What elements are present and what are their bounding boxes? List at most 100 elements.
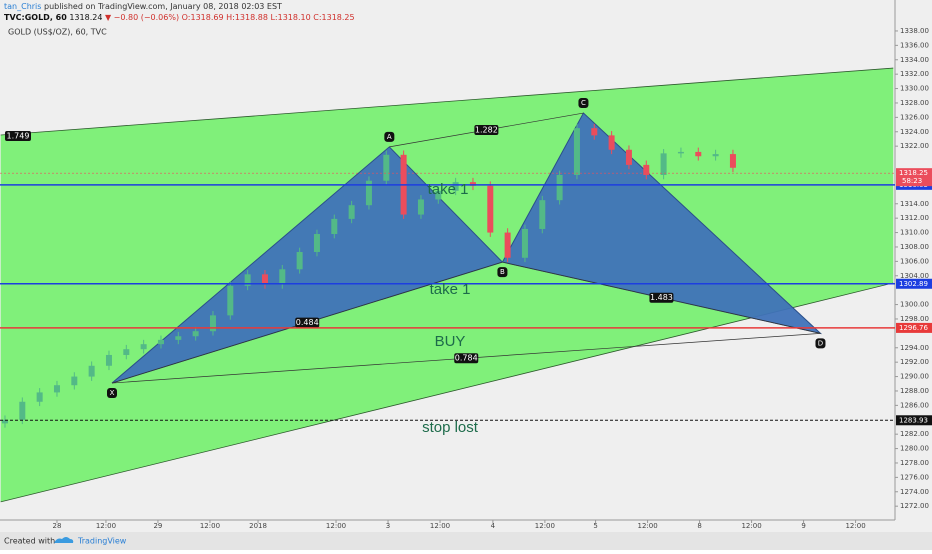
y-tick-label: 1336.00 bbox=[900, 41, 929, 49]
countdown: 58:23 bbox=[902, 177, 922, 185]
y-tick-label: 1292.00 bbox=[900, 358, 929, 366]
candle-body bbox=[521, 228, 528, 258]
level-tag bbox=[896, 322, 932, 333]
y-tick-label: 1328.00 bbox=[900, 99, 929, 107]
point-box bbox=[815, 338, 826, 349]
footer-brand[interactable]: TradingView bbox=[77, 537, 127, 546]
annotation: BUY bbox=[435, 333, 466, 350]
y-tick-label: 1278.00 bbox=[900, 459, 929, 467]
ratio-box bbox=[295, 317, 320, 328]
candle-body bbox=[504, 232, 511, 258]
candle-body bbox=[452, 182, 459, 191]
x-tick-label: 12:00 bbox=[326, 522, 346, 530]
ohlc: L:1318.10 bbox=[270, 13, 310, 22]
y-tick-label: 1338.00 bbox=[900, 27, 929, 35]
ratio-label: 0.784 bbox=[455, 354, 478, 363]
candle-body bbox=[53, 385, 60, 393]
x-tick-label: 28 bbox=[53, 522, 62, 530]
candle-body bbox=[625, 149, 632, 165]
level-label: 1283.93 bbox=[899, 416, 928, 424]
author[interactable]: tan_Chris bbox=[4, 2, 41, 11]
x-tick-label: 12:00 bbox=[430, 522, 450, 530]
x-tick-label: 12:00 bbox=[535, 522, 555, 530]
candle-body bbox=[1, 419, 8, 424]
y-tick-label: 1294.00 bbox=[900, 344, 929, 352]
ohlc: C:1318.25 bbox=[313, 13, 354, 22]
ratio-box bbox=[474, 124, 499, 135]
ohlc: O:1318.69 bbox=[182, 13, 224, 22]
y-tick-label: 1322.00 bbox=[900, 142, 929, 150]
overlay: 1272.00 1274.00 1276.00 1278.00 1280.00 1282.… bbox=[0, 27, 932, 530]
point-box bbox=[384, 131, 395, 142]
symbol-line: TVC:GOLD, 60 1318.24 ▼ −0.80 (−0.06%) O:… bbox=[4, 13, 355, 22]
annotation: take 1 bbox=[430, 281, 471, 298]
x-tick-label: 12:00 bbox=[741, 522, 761, 530]
candle-body bbox=[71, 376, 78, 386]
candle-body bbox=[556, 174, 563, 201]
ohlc: H:1318.88 bbox=[226, 13, 268, 22]
point-label: A bbox=[387, 133, 392, 141]
candle-body bbox=[573, 128, 580, 175]
candle-body bbox=[660, 153, 667, 175]
candle-body bbox=[643, 164, 650, 175]
ratio-label: 0.484 bbox=[296, 318, 319, 327]
candle-body bbox=[695, 151, 702, 157]
annotation: take 1 bbox=[428, 181, 469, 198]
plot-area bbox=[0, 67, 894, 503]
candle-body bbox=[677, 151, 684, 154]
y-tick-label: 1280.00 bbox=[900, 445, 929, 453]
candle-body bbox=[487, 185, 494, 233]
last: 1318.24 bbox=[69, 13, 102, 22]
x-tick-label: 12:00 bbox=[200, 522, 220, 530]
x-tick-label: 12:00 bbox=[845, 522, 865, 530]
y-tick-label: 1312.00 bbox=[900, 214, 929, 222]
ratio-label: 1.483 bbox=[650, 293, 673, 302]
candle-body bbox=[331, 218, 338, 235]
annotation: stop lost bbox=[422, 419, 479, 436]
candle-body bbox=[383, 154, 390, 181]
footer-bar bbox=[0, 532, 932, 550]
candle-body bbox=[105, 354, 112, 366]
y-tick-label: 1290.00 bbox=[900, 373, 929, 381]
x-tick-label: 2018 bbox=[249, 522, 267, 530]
y-tick-label: 1300.00 bbox=[900, 301, 929, 309]
candle-body bbox=[539, 200, 546, 229]
x-tick-label: 4 bbox=[491, 522, 496, 530]
y-tick-label: 1272.00 bbox=[900, 502, 929, 510]
candle-body bbox=[175, 336, 182, 340]
candle-body bbox=[279, 269, 286, 285]
ratio-label: 1.282 bbox=[475, 125, 498, 134]
x-tick-label: 12:00 bbox=[637, 522, 657, 530]
level-label: 1302.89 bbox=[899, 280, 928, 288]
published: published on TradingView.com, January 08… bbox=[44, 2, 282, 11]
y-tick-label: 1308.00 bbox=[900, 243, 929, 251]
point-box bbox=[107, 388, 118, 399]
y-tick-label: 1326.00 bbox=[900, 113, 929, 121]
candle-body bbox=[261, 274, 268, 285]
candle-body bbox=[192, 331, 199, 337]
y-tick-label: 1282.00 bbox=[900, 430, 929, 438]
header-line: tan_Chris published on TradingView.com, … bbox=[4, 2, 282, 11]
channel-fill bbox=[0, 68, 894, 502]
x-tick-label: 29 bbox=[153, 522, 162, 530]
level-tag bbox=[896, 278, 932, 289]
y-tick-label: 1304.00 bbox=[900, 272, 929, 280]
x-tick-label: 9 bbox=[801, 522, 805, 530]
x-tick-label: 12:00 bbox=[96, 522, 116, 530]
point-label: C bbox=[581, 99, 586, 107]
y-tick-label: 1314.00 bbox=[900, 200, 929, 208]
candle-body bbox=[123, 349, 130, 355]
candle-body bbox=[88, 365, 95, 377]
current-label: 1318.25 bbox=[899, 169, 928, 177]
point-box bbox=[497, 267, 508, 278]
candle-body bbox=[19, 401, 26, 420]
candle-body bbox=[140, 344, 147, 350]
candle-body bbox=[417, 199, 424, 215]
y-tick-label: 1286.00 bbox=[900, 401, 929, 409]
candle-body bbox=[435, 190, 442, 200]
candle-body bbox=[348, 205, 355, 219]
y-tick-label: 1330.00 bbox=[900, 85, 929, 93]
candle-body bbox=[296, 252, 303, 270]
y-tick-label: 1334.00 bbox=[900, 56, 929, 64]
